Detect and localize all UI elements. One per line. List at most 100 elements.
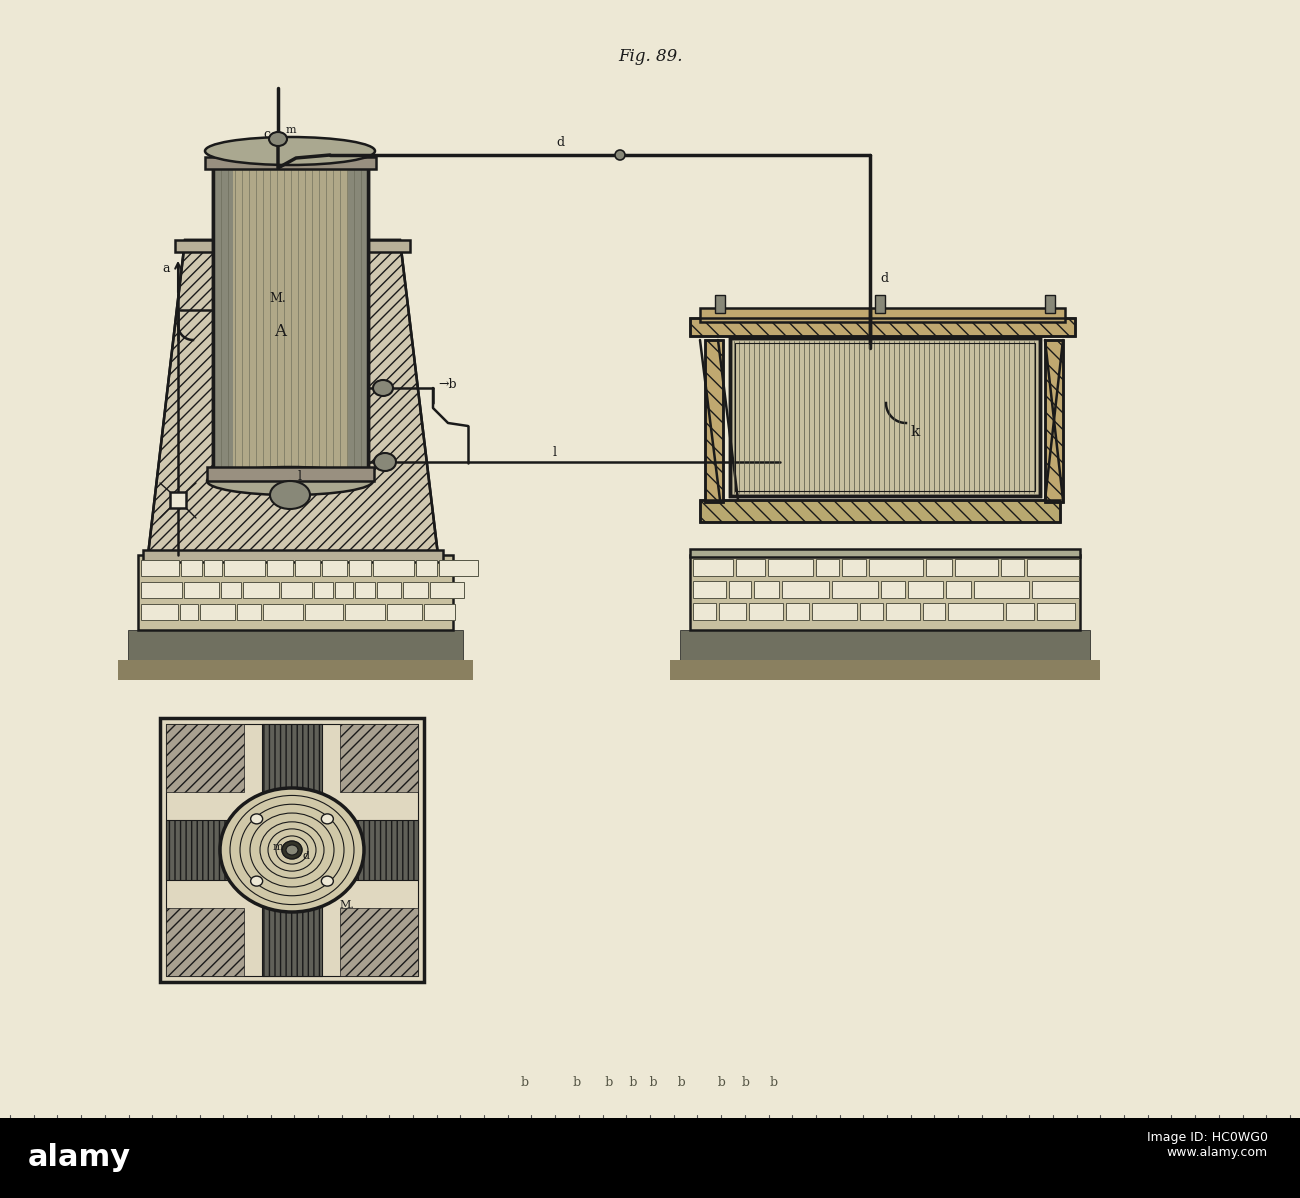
Bar [0, 1118, 1300, 1198]
Bar [1001, 559, 1024, 576]
Bar [166, 724, 244, 792]
Bar [204, 559, 222, 576]
Bar [680, 630, 1089, 660]
Bar [179, 604, 198, 621]
Bar [868, 559, 923, 576]
Bar [946, 581, 971, 598]
Bar [816, 559, 838, 576]
Bar [670, 660, 1100, 680]
Text: d: d [880, 272, 888, 284]
Bar [439, 559, 478, 576]
Bar [693, 603, 716, 621]
Bar [731, 338, 1040, 496]
Bar [224, 559, 265, 576]
Bar [348, 559, 370, 576]
Bar [690, 549, 1080, 557]
Bar [690, 317, 1075, 335]
Bar [974, 581, 1030, 598]
Ellipse shape [251, 813, 263, 824]
Bar [786, 603, 809, 621]
Bar [705, 340, 723, 502]
Bar [140, 559, 179, 576]
Polygon shape [148, 240, 438, 555]
Bar [416, 559, 437, 576]
Bar [377, 582, 400, 598]
Bar [693, 581, 725, 598]
Bar [832, 581, 878, 598]
Bar [690, 317, 1075, 335]
Bar [948, 603, 1004, 621]
Bar [956, 559, 998, 576]
Ellipse shape [321, 813, 333, 824]
Bar [783, 581, 829, 598]
Bar [170, 492, 186, 508]
Ellipse shape [269, 132, 287, 146]
Bar [181, 559, 202, 576]
Bar [1037, 603, 1075, 621]
Bar [731, 338, 1040, 496]
Text: Fig. 89.: Fig. 89. [618, 48, 682, 65]
Bar [690, 555, 1080, 630]
Bar [237, 604, 261, 621]
Bar [166, 908, 244, 976]
Bar [166, 724, 419, 976]
Bar [430, 582, 464, 598]
Bar [1032, 581, 1079, 598]
Bar [861, 603, 883, 621]
Text: k: k [910, 425, 919, 438]
Bar [729, 581, 751, 598]
Bar [734, 343, 1035, 491]
Ellipse shape [207, 467, 373, 495]
Bar [768, 559, 812, 576]
Ellipse shape [373, 380, 393, 397]
Text: d: d [556, 137, 564, 150]
Bar [118, 660, 473, 680]
Bar [266, 559, 292, 576]
Bar [355, 582, 374, 598]
Text: m: m [286, 125, 296, 135]
Bar [875, 295, 885, 313]
Text: →b: →b [438, 379, 456, 392]
Ellipse shape [286, 845, 298, 855]
Bar [812, 603, 857, 621]
Ellipse shape [220, 788, 364, 912]
Text: c: c [263, 128, 270, 141]
Bar [166, 819, 419, 881]
Bar [281, 582, 312, 598]
Bar [213, 165, 368, 473]
Ellipse shape [374, 453, 396, 471]
Bar [403, 582, 428, 598]
Bar [887, 603, 920, 621]
Bar [344, 604, 385, 621]
Bar [693, 559, 733, 576]
Bar [295, 559, 320, 576]
Bar [213, 165, 233, 473]
Bar [705, 340, 723, 502]
Bar [176, 240, 410, 252]
Text: M.: M. [269, 292, 286, 305]
Bar [719, 603, 746, 621]
Bar [160, 718, 424, 982]
Bar [736, 559, 764, 576]
Bar [424, 604, 455, 621]
Text: alamy: alamy [29, 1143, 131, 1172]
Ellipse shape [205, 137, 374, 165]
Text: l: l [552, 446, 556, 459]
Bar [263, 604, 303, 621]
Text: b           b      b    b   b     b        b    b     b: b b b b b b b b b [521, 1076, 779, 1089]
Bar [205, 157, 376, 169]
Bar [715, 295, 725, 313]
Text: Image ID: HC0WG0
www.alamy.com: Image ID: HC0WG0 www.alamy.com [1147, 1131, 1267, 1158]
Bar [221, 582, 240, 598]
Bar [341, 724, 419, 792]
Text: l: l [298, 471, 302, 484]
Bar [1045, 295, 1056, 313]
Bar [127, 630, 463, 660]
Bar [140, 582, 182, 598]
Bar [306, 604, 343, 621]
Bar [322, 559, 347, 576]
Ellipse shape [251, 876, 263, 887]
Text: a: a [162, 261, 170, 274]
Bar [1045, 340, 1063, 502]
Text: d: d [303, 851, 309, 861]
